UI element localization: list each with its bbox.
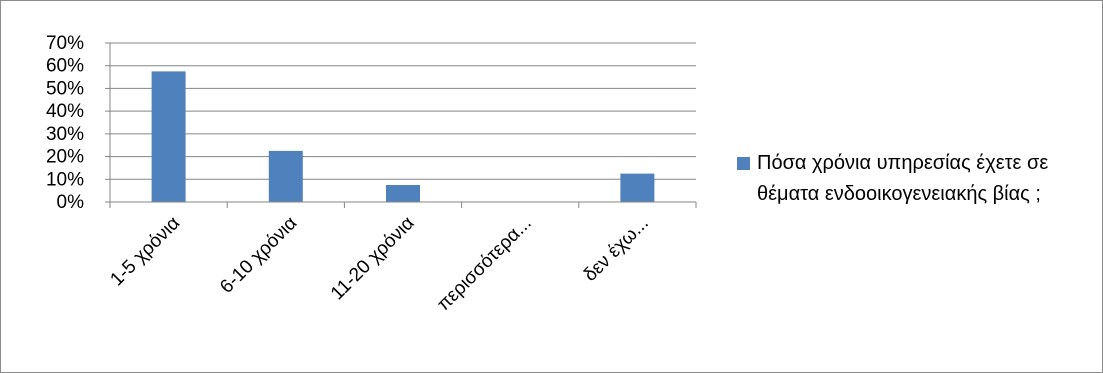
y-tick-label: 30% [46,124,84,145]
x-tick-label: 6-10 χρόνια [216,213,301,298]
y-tick-label: 20% [46,147,84,168]
y-tick-label: 40% [46,101,84,122]
x-tick-label: 1-5 χρόνια [106,213,184,291]
bar [620,173,655,202]
x-tick-label: δεν έχω... [580,213,653,286]
y-tick-label: 50% [46,78,84,99]
y-tick-label: 0% [57,192,85,213]
y-tick-label: 70% [46,33,84,54]
bar [386,184,420,202]
y-tick-label: 60% [46,56,84,77]
bar [151,71,186,203]
x-tick-label: περισσότερα... [433,213,536,316]
y-tick-label: 10% [46,169,84,190]
legend-swatch [737,157,750,170]
bar [268,150,303,202]
x-tick-label: 11-20 χρόνια [327,213,419,305]
legend-series-label: Πόσα χρόνια υπηρεσίας έχετε σε θέματα εν… [757,152,1049,205]
